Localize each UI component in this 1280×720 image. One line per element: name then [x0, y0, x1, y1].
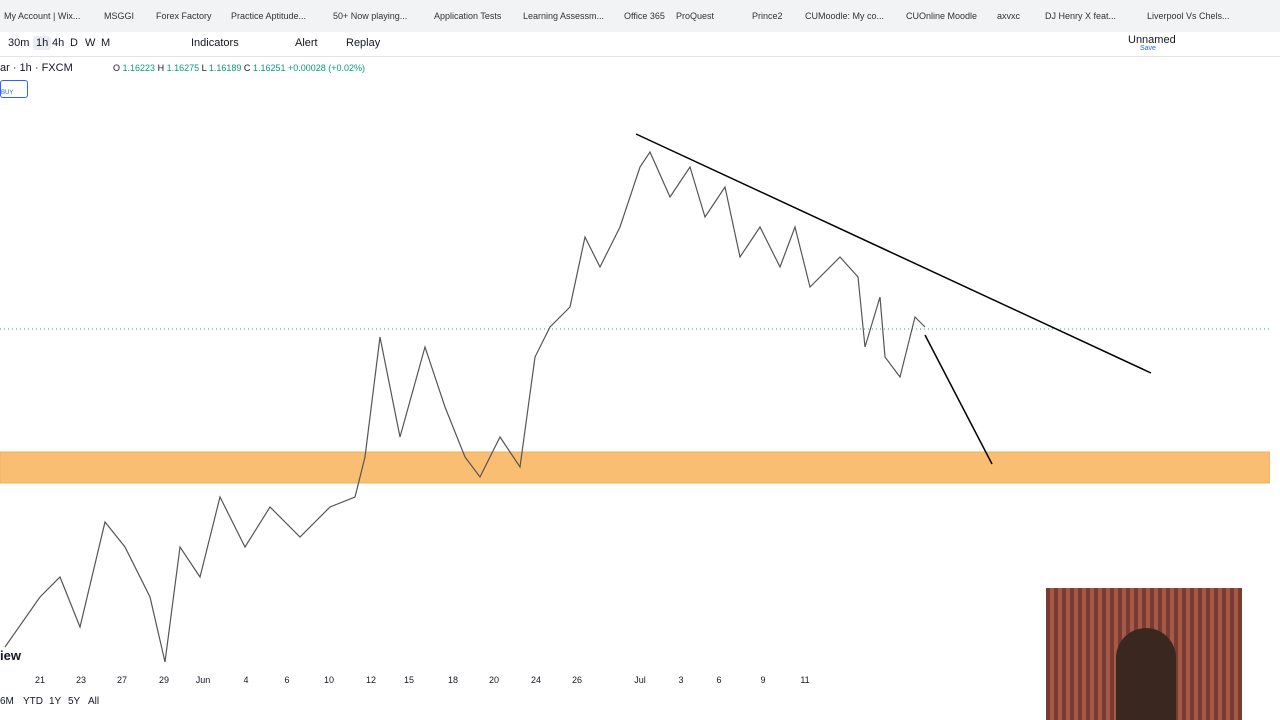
bookmark[interactable]: My Account | Wix... — [4, 11, 81, 21]
range-button[interactable]: 1Y — [49, 696, 62, 707]
ohlc-label: H — [157, 63, 165, 73]
ohlc-label: O — [113, 63, 121, 73]
toolbar: 30m 1h 4h D W M Indicators Alert Replay … — [0, 32, 1280, 57]
date-label: 6 — [284, 675, 290, 685]
date-label: Jul — [634, 675, 646, 685]
interval[interactable]: 1h — [33, 36, 52, 50]
date-label: 23 — [75, 675, 87, 685]
date-label: 18 — [447, 675, 459, 685]
bookmark[interactable]: DJ Henry X feat... — [1045, 11, 1117, 21]
ohlc-label: L — [201, 63, 207, 73]
price-path — [4, 150, 926, 663]
indicators-button[interactable]: Indicators — [191, 37, 239, 49]
interval[interactable]: W — [85, 37, 96, 49]
webcam-overlay — [1046, 588, 1242, 720]
bookmark[interactable]: Forex Factory — [156, 11, 212, 21]
interval[interactable]: M — [101, 37, 111, 49]
date-label: 29 — [158, 675, 170, 685]
buy-button[interactable]: BUY — [0, 80, 28, 98]
bookmark[interactable]: Application Tests — [434, 11, 502, 21]
ohlc-value: 1.16189 — [208, 63, 242, 73]
trendline — [635, 133, 1152, 374]
ohlc-value: 1.16223 — [122, 63, 156, 73]
range-button[interactable]: 5Y — [68, 696, 81, 707]
bookmark[interactable]: Learning Assessm... — [523, 11, 605, 21]
range-button[interactable]: YTD — [23, 696, 43, 707]
date-label: 6 — [716, 675, 722, 685]
bookmark[interactable]: Office 365 — [624, 11, 665, 21]
interval[interactable]: 4h — [52, 37, 65, 49]
date-label: 4 — [243, 675, 249, 685]
trendline — [924, 334, 993, 465]
save-label[interactable]: Save — [1140, 45, 1156, 52]
change: +0.00028 (+0.02%) — [288, 63, 366, 73]
date-label: 20 — [488, 675, 500, 685]
bookmark[interactable]: axvxc — [997, 11, 1021, 21]
date-label: 11 — [800, 675, 810, 685]
bookmark[interactable]: ProQuest — [676, 11, 715, 21]
date-label: 26 — [571, 675, 583, 685]
date-label: 10 — [323, 675, 335, 685]
date-label: 27 — [116, 675, 128, 685]
bookmark[interactable]: CUOnline Moodle — [906, 11, 978, 21]
bookmark[interactable]: 50+ Now playing... — [333, 11, 408, 21]
price-axis — [1270, 57, 1280, 669]
range-button[interactable]: All — [88, 696, 100, 707]
bookmark[interactable]: Liverpool Vs Chels... — [1147, 11, 1230, 21]
ohlc-label: C — [243, 63, 251, 73]
ohlc-value: 1.16275 — [166, 63, 200, 73]
ohlc-value: 1.16251 — [252, 63, 286, 73]
date-label: 24 — [530, 675, 542, 685]
date-label: 3 — [678, 675, 684, 685]
symbol-name[interactable]: ar · 1h · FXCM — [0, 62, 73, 74]
bookmark[interactable]: Practice Aptitude... — [231, 11, 307, 21]
range-button[interactable]: 6M — [0, 696, 14, 707]
bookmark[interactable]: Prince2 — [752, 11, 783, 21]
replay-button[interactable]: Replay — [346, 37, 381, 49]
person — [1116, 628, 1176, 720]
date-label: Jun — [195, 675, 211, 685]
interval[interactable]: 30m — [8, 37, 30, 49]
date-label: 15 — [403, 675, 415, 685]
bookmark[interactable]: MSGGI — [104, 11, 135, 21]
layout-name[interactable]: Unnamed — [1128, 34, 1176, 46]
date-label: 9 — [760, 675, 766, 685]
chart-area — [0, 57, 1280, 669]
zone — [0, 451, 1271, 484]
date-label: 21 — [34, 675, 46, 685]
interval[interactable]: D — [70, 37, 78, 49]
ohlc: O 1.16223 H 1.16275 L 1.16189 C 1.16251 … — [113, 63, 365, 73]
bookmarks-bar: My Account | Wix... MSGGI Forex Factory Pra… — [0, 0, 1280, 32]
bookmark[interactable]: CUMoodle: My co... — [805, 11, 885, 21]
watermark: iew — [0, 648, 21, 663]
date-label: 12 — [365, 675, 377, 685]
alert-button[interactable]: Alert — [295, 37, 318, 49]
